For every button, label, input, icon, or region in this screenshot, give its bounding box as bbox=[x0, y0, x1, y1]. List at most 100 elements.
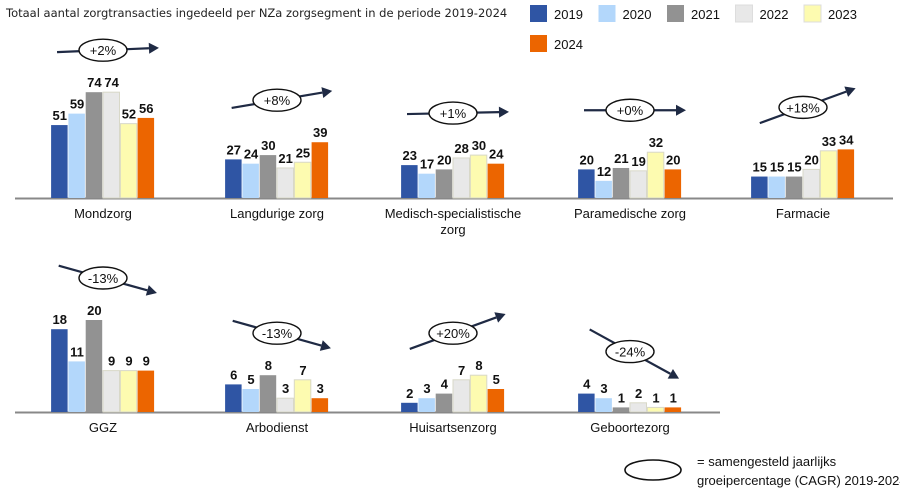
data-label: 28 bbox=[454, 141, 468, 156]
data-label: 56 bbox=[139, 101, 153, 116]
data-label: 30 bbox=[261, 138, 275, 153]
data-label: 17 bbox=[420, 157, 434, 172]
data-label: 59 bbox=[70, 97, 84, 112]
data-label: 8 bbox=[265, 358, 272, 373]
data-label: 24 bbox=[244, 147, 259, 162]
bar-2023 bbox=[293, 379, 312, 413]
bar-2019 bbox=[225, 384, 242, 412]
bar-2019 bbox=[51, 125, 68, 198]
legend-label-2022: 2022 bbox=[760, 7, 789, 22]
data-label: 11 bbox=[70, 344, 84, 359]
cagr-oval bbox=[78, 38, 128, 62]
bar-2023 bbox=[646, 406, 665, 413]
data-label: 18 bbox=[53, 312, 67, 327]
legend-label-2019: 2019 bbox=[554, 7, 583, 22]
data-label: 19 bbox=[631, 154, 645, 169]
data-label: 1 bbox=[652, 390, 659, 405]
bar-2021 bbox=[259, 155, 277, 198]
category-label: Langdurige zorg bbox=[230, 206, 324, 221]
cagr-oval bbox=[252, 321, 302, 345]
bar-2022 bbox=[276, 397, 294, 413]
bar-2020 bbox=[418, 173, 435, 198]
data-label: 21 bbox=[278, 151, 292, 166]
bar-2022 bbox=[452, 157, 470, 199]
data-label: 15 bbox=[753, 160, 767, 175]
bar-2024 bbox=[137, 117, 155, 198]
cagr-oval bbox=[428, 321, 478, 345]
bar-2020 bbox=[242, 163, 259, 198]
legend-swatch-2021 bbox=[667, 5, 684, 22]
data-label: 27 bbox=[227, 142, 241, 157]
data-label: 3 bbox=[423, 381, 430, 396]
category-label: Mondzorg bbox=[74, 206, 132, 221]
cagr-label: -13% bbox=[262, 326, 293, 341]
bar-2019 bbox=[401, 402, 418, 412]
bar-2021 bbox=[612, 167, 630, 198]
bar-2019 bbox=[225, 159, 242, 198]
data-label: 23 bbox=[403, 148, 417, 163]
footnote-line-2: groeipercentage (CAGR) 2019-2024 bbox=[697, 473, 900, 488]
category-label: Arbodienst bbox=[246, 420, 309, 435]
bar-2022 bbox=[452, 379, 470, 413]
data-label: 34 bbox=[839, 132, 854, 147]
legend-label-2021: 2021 bbox=[691, 7, 720, 22]
data-label: 15 bbox=[770, 160, 784, 175]
category-label: Medisch-specialistische bbox=[385, 206, 522, 221]
arrow-head-icon bbox=[494, 312, 506, 323]
cagr-label: +8% bbox=[264, 93, 291, 108]
cagr-label: +20% bbox=[436, 326, 470, 341]
legend-swatch-2020 bbox=[598, 5, 616, 22]
cagr-label: -24% bbox=[615, 345, 646, 360]
bar-2020 bbox=[418, 398, 435, 412]
arrow-head-icon bbox=[321, 87, 333, 98]
data-label: 6 bbox=[230, 367, 237, 382]
data-label: 20 bbox=[87, 303, 101, 318]
data-label: 74 bbox=[87, 75, 102, 90]
category-label: Huisartsenzorg bbox=[409, 420, 496, 435]
data-label: 5 bbox=[493, 372, 500, 387]
arrow-head-icon bbox=[319, 340, 331, 351]
data-label: 7 bbox=[458, 363, 465, 378]
category-label: Farmacie bbox=[776, 206, 830, 221]
data-label: 5 bbox=[247, 372, 254, 387]
data-label: 39 bbox=[313, 125, 327, 140]
cagr-label: +2% bbox=[90, 43, 117, 58]
data-label: 2 bbox=[406, 386, 413, 401]
data-label: 9 bbox=[125, 354, 132, 369]
cagr-label: +1% bbox=[440, 106, 467, 121]
data-label: 21 bbox=[614, 151, 628, 166]
data-label: 20 bbox=[804, 152, 818, 167]
bar-2020 bbox=[68, 113, 85, 198]
bar-2023 bbox=[293, 161, 312, 199]
data-label: 2 bbox=[635, 386, 642, 401]
cagr-oval bbox=[605, 98, 655, 122]
bar-2024 bbox=[311, 398, 329, 412]
footnote-line-1: = samengesteld jaarlijks bbox=[697, 454, 837, 469]
category-label: GGZ bbox=[89, 420, 117, 435]
bar-2024 bbox=[664, 169, 682, 198]
bar-2024 bbox=[487, 389, 505, 412]
bar-2019 bbox=[401, 165, 418, 198]
bar-2021 bbox=[435, 393, 453, 412]
data-label: 7 bbox=[299, 363, 306, 378]
bar-2019 bbox=[578, 393, 595, 412]
legend: 2019 2020 2021 2022 2023 2024 bbox=[530, 4, 857, 52]
arrow-head-icon bbox=[145, 285, 157, 296]
group-huisartsenzorg: 2 3 47 85 Huisartsenzorg +20% bbox=[401, 312, 506, 435]
data-label: 51 bbox=[53, 108, 67, 123]
bar-2024 bbox=[311, 142, 329, 198]
bar-2020 bbox=[68, 361, 85, 412]
bar-2022 bbox=[102, 370, 120, 413]
data-label: 12 bbox=[597, 164, 611, 179]
bar-2024 bbox=[837, 149, 855, 198]
data-label: 4 bbox=[441, 377, 449, 392]
bar-2021 bbox=[85, 320, 103, 412]
cagr-oval bbox=[778, 95, 828, 120]
